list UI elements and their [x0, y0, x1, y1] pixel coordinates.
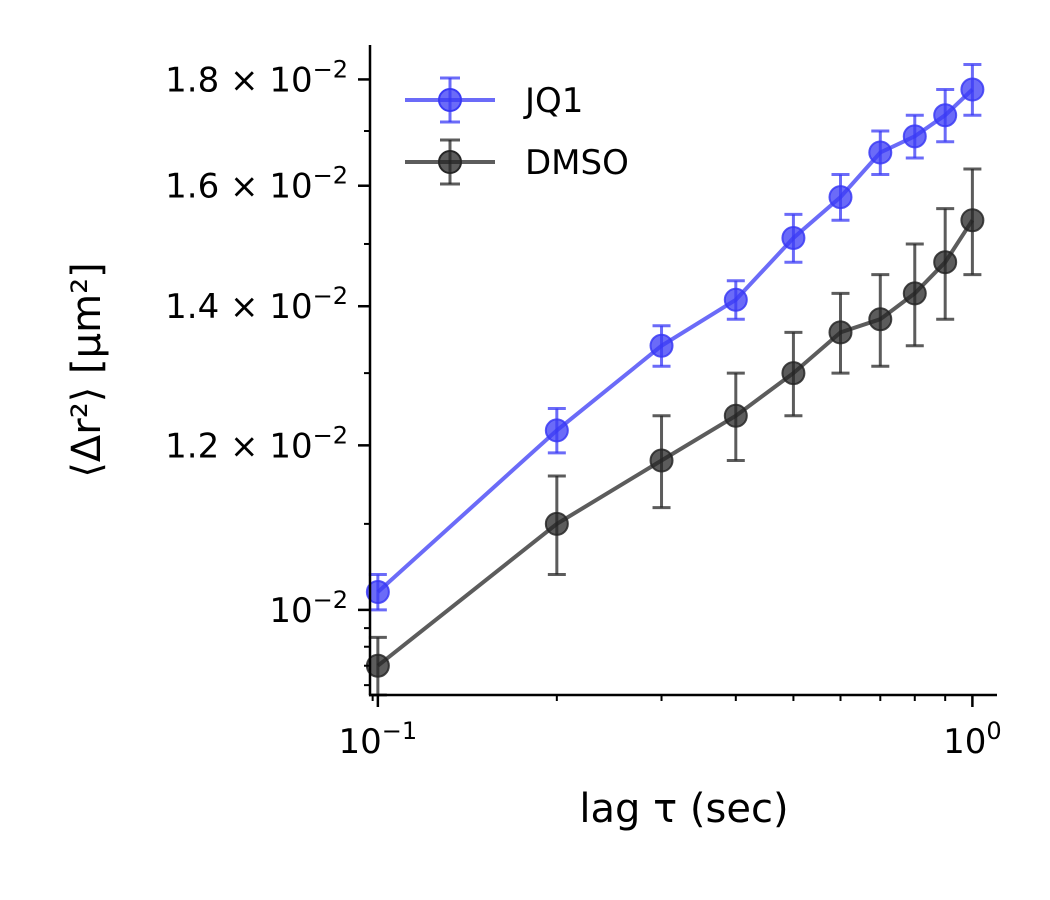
- data-point: [933, 250, 958, 275]
- ticks: 10−2 1.2 × 10−2 1.4 × 10−2 1.6 × 10−2 1.8 × …: [165, 55, 1002, 762]
- x-tick-label-0: 10−1: [339, 717, 418, 762]
- y-tick-label-1: 1.2 × 10−2: [165, 421, 348, 466]
- data-point: [723, 287, 748, 312]
- data-point: [781, 361, 806, 386]
- series-line-jq1: [376, 88, 974, 594]
- data-point: [960, 77, 985, 102]
- data-point: [868, 140, 893, 165]
- series-line-dmso: [376, 219, 975, 668]
- data-point: [544, 418, 569, 443]
- y-axis-label: ⟨Δr²⟩ [μm²]: [64, 262, 110, 477]
- legend-item-dmso: DMSO: [405, 138, 629, 186]
- series-jq1: [365, 63, 985, 612]
- legend-marker: [438, 88, 462, 112]
- x-tick-label-1: 100: [943, 717, 1002, 762]
- legend-label-dmso: DMSO: [525, 143, 629, 183]
- legend-label-jq1: JQ1: [523, 81, 583, 121]
- series-dmso: [365, 167, 985, 697]
- legend-item-jq1: JQ1: [405, 76, 583, 124]
- data-point: [868, 307, 893, 332]
- data-point: [828, 320, 853, 345]
- data-point: [828, 185, 853, 210]
- data-point: [902, 281, 927, 306]
- y-tick-label-3: 1.6 × 10−2: [165, 162, 348, 207]
- data-point: [649, 448, 674, 473]
- legend-marker: [438, 150, 462, 174]
- legend: JQ1 DMSO: [405, 76, 629, 186]
- y-tick-label-2: 1.4 × 10−2: [165, 282, 348, 327]
- data-point: [960, 208, 985, 233]
- data-point: [365, 580, 390, 605]
- data-point: [649, 333, 674, 358]
- data-point: [544, 511, 569, 536]
- x-axis-label: lag τ (sec): [579, 786, 788, 832]
- data-point: [933, 103, 958, 128]
- y-tick-label-4: 1.8 × 10−2: [165, 55, 348, 100]
- data-point: [723, 403, 748, 428]
- data-point: [902, 124, 927, 149]
- axes: [368, 45, 997, 697]
- data-point: [781, 225, 806, 250]
- series-layer: [365, 63, 985, 697]
- y-tick-label-0: 10−2: [269, 586, 348, 631]
